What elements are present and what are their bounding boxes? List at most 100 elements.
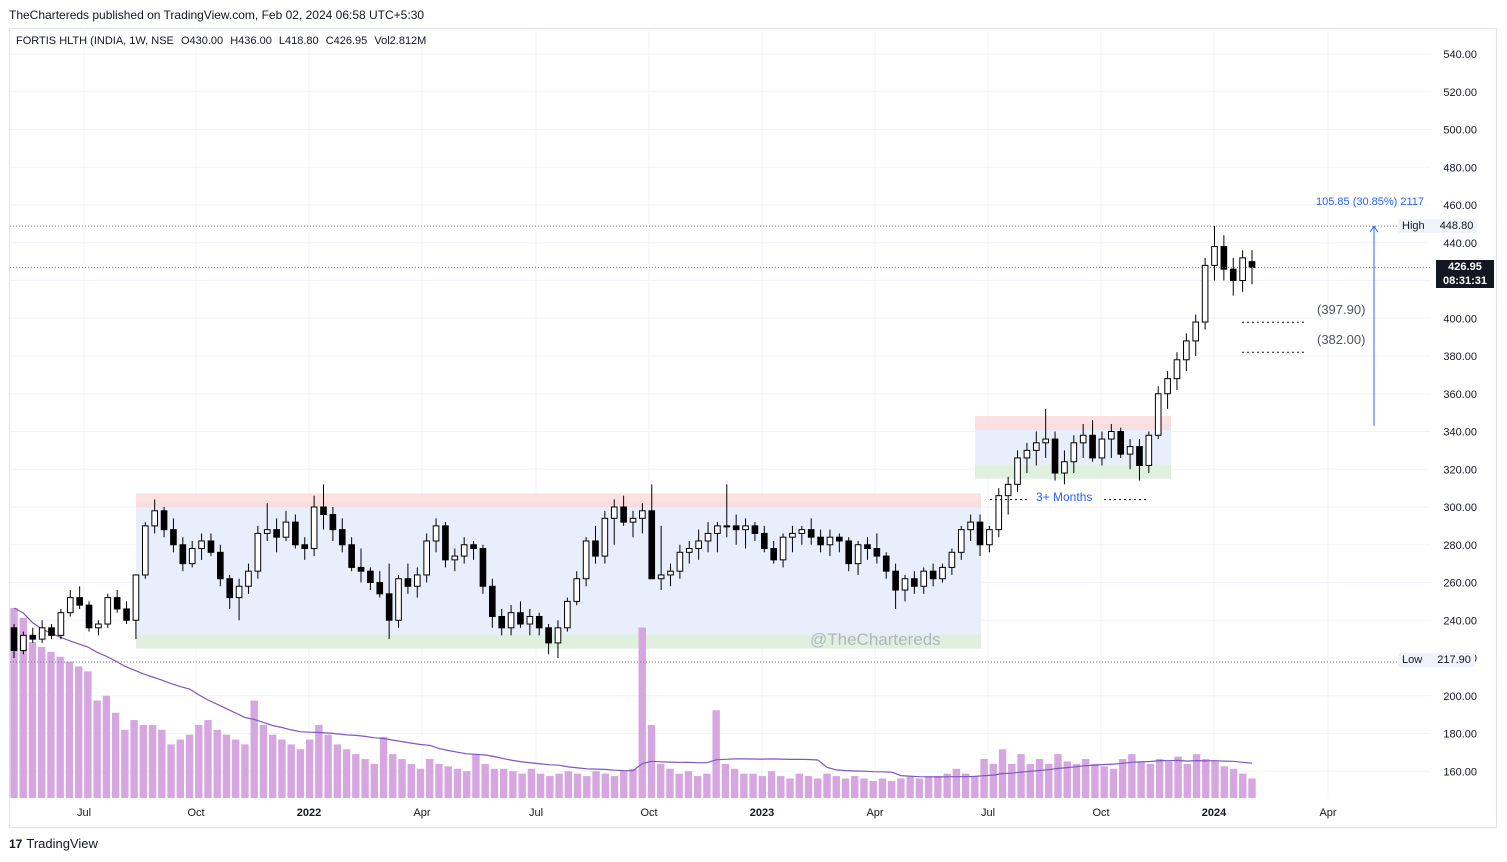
months-label: 3+ Months — [1036, 490, 1093, 504]
candle-body — [639, 510, 646, 519]
volume-bar — [924, 776, 933, 798]
price-axis: 540.00520.00500.00480.00460.00440.00420.… — [1443, 49, 1477, 778]
volume-bar — [74, 666, 83, 798]
volume-bar — [629, 768, 637, 798]
candle-body — [188, 548, 196, 565]
candle-body — [723, 525, 731, 528]
symbol-legend: FORTIS HLTH (INDIA, 1W, NSE O430.00 H436… — [16, 35, 430, 47]
y-tick-label: 160.00 — [1443, 766, 1477, 778]
volume-bar — [453, 768, 462, 798]
candle-body — [1004, 483, 1012, 497]
legend-symbol: FORTIS HLTH (INDIA, 1W, NSE — [16, 35, 174, 47]
candle-body — [610, 506, 618, 519]
y-tick-label: 340.00 — [1443, 427, 1477, 439]
volume-bar — [1146, 763, 1155, 798]
candle-body — [807, 529, 815, 538]
grid-lines — [10, 30, 1430, 798]
footer-brand-text: TradingView — [26, 836, 98, 851]
candle-body — [179, 544, 187, 565]
candle-body — [1014, 457, 1021, 485]
y-tick-label: 380.00 — [1443, 351, 1477, 363]
overlays — [10, 225, 1430, 663]
candle-body — [1098, 438, 1106, 459]
candle-body — [1239, 257, 1246, 282]
volume-bar — [232, 739, 240, 798]
volume-bar — [222, 734, 231, 798]
volume-bar — [268, 734, 277, 798]
volume-bar — [324, 734, 332, 798]
candle-body — [104, 597, 112, 625]
candle-body — [760, 532, 768, 550]
publisher-line: TheChartereds published on TradingView.c… — [9, 8, 425, 22]
candle-body — [385, 593, 393, 621]
footer-brand[interactable]: 17 TradingView — [9, 836, 98, 851]
volume-bar — [712, 710, 720, 798]
volume-bar — [305, 739, 314, 798]
volume-bar — [472, 754, 480, 798]
candle-body — [836, 536, 843, 542]
candle-body — [976, 521, 984, 546]
candle-body — [507, 612, 515, 629]
volume-bar — [536, 773, 545, 798]
candle-body — [826, 536, 834, 546]
volume-bar — [195, 724, 203, 798]
volume-bar — [1091, 763, 1099, 798]
level-1-label: (397.90) — [1317, 302, 1366, 317]
volume-bar — [416, 768, 425, 798]
volume-bar — [934, 776, 942, 798]
watermark: @TheChartereds — [810, 630, 941, 649]
volume-bar — [490, 768, 499, 798]
volume-bar — [721, 763, 730, 798]
candle-body — [273, 529, 280, 538]
y-tick-label: 520.00 — [1443, 87, 1477, 99]
low-label: Low — [1402, 654, 1423, 666]
volume-bar — [675, 773, 683, 798]
volume-bar — [167, 744, 175, 798]
candle-body — [301, 544, 309, 550]
candle-body — [123, 608, 130, 621]
candle-body — [948, 551, 956, 568]
volume-bar — [851, 776, 859, 798]
candle-body — [113, 597, 121, 610]
volume-bar — [980, 759, 988, 798]
volume-bar — [887, 780, 896, 798]
candle-body — [967, 521, 974, 531]
candle-body — [245, 570, 252, 587]
volume-bar — [546, 776, 554, 798]
volume-bar — [379, 737, 388, 798]
volume-bar — [241, 744, 249, 798]
candle-body — [1211, 246, 1218, 266]
volume-bar — [444, 766, 452, 798]
candle-body — [38, 627, 46, 640]
volume-bar — [28, 642, 37, 798]
volume-bar — [971, 776, 979, 798]
low-tag: Low 217.90 — [1398, 653, 1475, 667]
volume-bar — [804, 776, 813, 798]
volume-bar — [426, 759, 434, 798]
legend-open: O430.00 — [180, 35, 224, 47]
volume-bar — [592, 771, 600, 798]
candle-body — [564, 600, 571, 629]
candle-body — [376, 582, 384, 595]
candle-body — [817, 536, 824, 546]
candle-body — [20, 634, 27, 651]
candle-body — [1117, 431, 1125, 455]
x-tick-label: Apr — [413, 807, 430, 819]
volume-bar — [481, 763, 489, 798]
candle-body — [1164, 378, 1171, 395]
candle-body — [873, 548, 881, 557]
volume-bar — [1072, 763, 1081, 798]
candle-body — [1079, 434, 1087, 444]
volume-bar — [185, 734, 194, 798]
candle-body — [667, 570, 674, 576]
volume-bar — [555, 773, 563, 798]
low-value: 217.90 — [1437, 654, 1471, 666]
volume-bar — [1109, 768, 1118, 798]
volume-bar — [841, 778, 850, 798]
volume-bar — [296, 749, 305, 798]
candle-body — [789, 532, 796, 538]
candle-body — [685, 548, 693, 553]
candle-body — [367, 570, 374, 583]
candle-body — [170, 529, 177, 546]
